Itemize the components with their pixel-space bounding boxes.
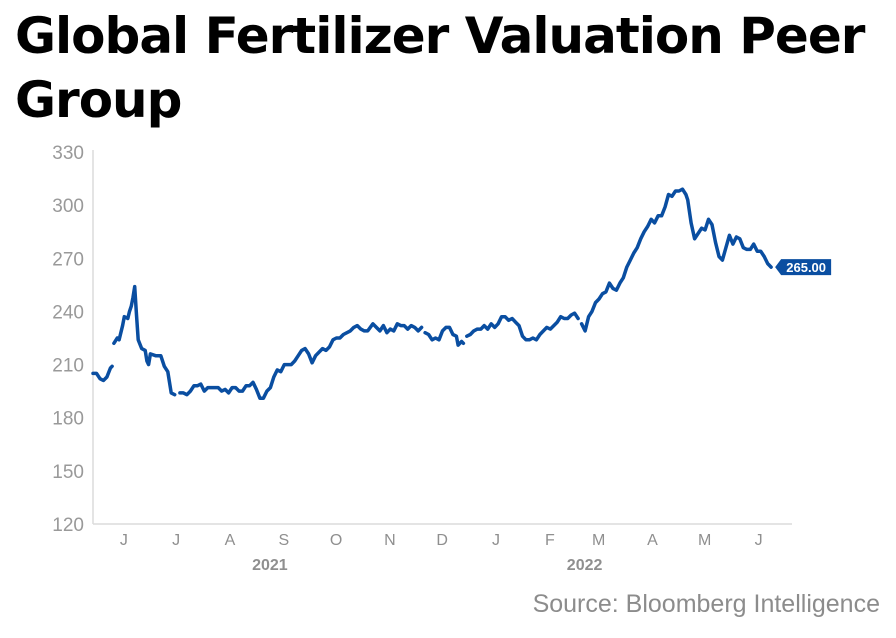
year-label: 2021 — [252, 557, 288, 574]
y-tick-label: 300 — [52, 196, 84, 217]
y-tick-label: 120 — [52, 515, 84, 536]
x-tick-label: M — [592, 532, 605, 549]
x-tick-label: S — [279, 532, 290, 549]
year-label: 2022 — [567, 557, 603, 574]
last-value-label: 265.00 — [775, 259, 832, 276]
y-tick-label: 330 — [52, 143, 84, 164]
x-tick-label: D — [436, 532, 448, 549]
x-tick-label: N — [384, 532, 396, 549]
x-tick-label: M — [698, 532, 711, 549]
x-tick-label: J — [120, 532, 128, 549]
y-tick-label: 210 — [52, 356, 84, 377]
series-line-segment — [579, 187, 773, 333]
x-axis: J J A S O N D J F M A M J 2021 2022 — [93, 523, 792, 574]
chart-title: Global Fertilizer Valuation Peer Group — [15, 7, 865, 129]
y-tick-label: 270 — [52, 249, 84, 270]
x-tick-label: J — [492, 532, 500, 549]
series-line-segment — [465, 311, 580, 342]
x-tick-label: A — [647, 532, 658, 549]
series-line-segment — [423, 325, 466, 347]
series-layer — [91, 187, 773, 400]
last-value-tag — [775, 259, 832, 276]
x-tick-label: J — [755, 532, 763, 549]
series-line-segment — [112, 284, 177, 397]
series-line-segment — [178, 322, 424, 400]
x-tick-label: O — [330, 532, 342, 549]
x-tick-label: A — [225, 532, 236, 549]
y-tick-label: 240 — [52, 302, 84, 323]
last-value-text: 265.00 — [786, 260, 826, 275]
x-tick-label: J — [172, 532, 180, 549]
x-tick-label: F — [545, 532, 555, 549]
series-line-segment — [91, 364, 114, 383]
y-axis: 120 150 180 210 240 270 300 330 — [52, 143, 94, 536]
y-tick-label: 180 — [52, 409, 84, 430]
y-tick-label: 150 — [52, 462, 84, 483]
source-note: Source: Bloomberg Intelligence — [532, 590, 880, 618]
